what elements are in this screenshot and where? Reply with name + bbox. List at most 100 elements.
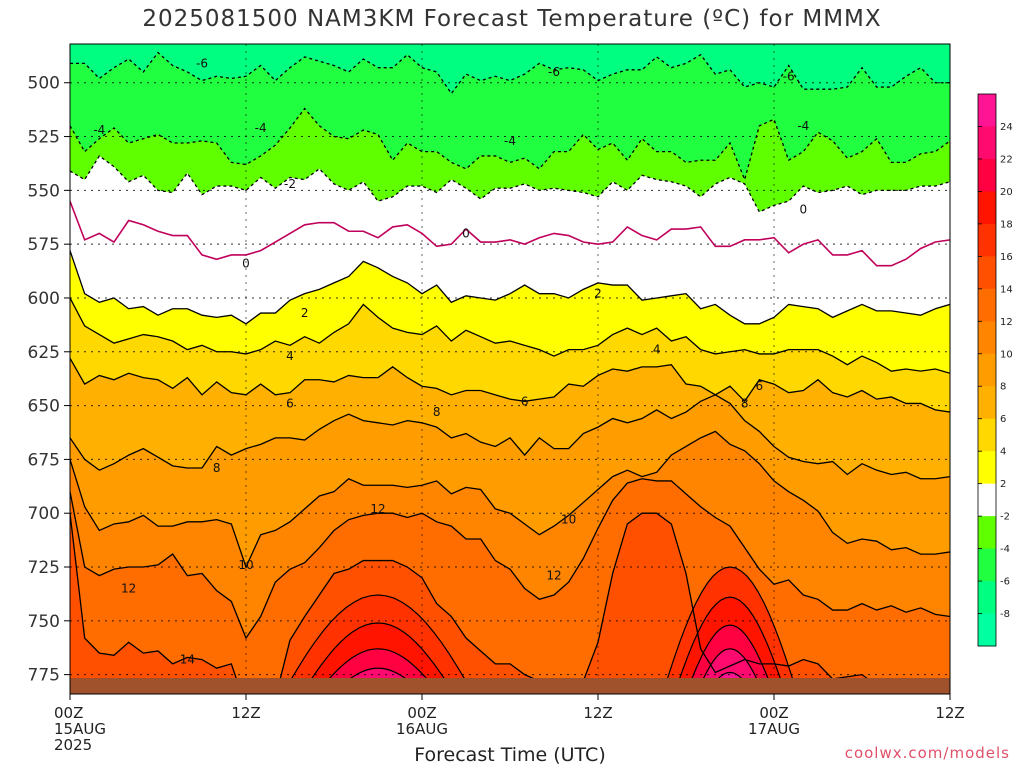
contour-label: -4 [93, 123, 105, 137]
x-tick-label: 00Z [759, 704, 788, 722]
x-tick-label: 00Z [54, 704, 83, 722]
contour-label: -2 [284, 177, 296, 191]
colorbar-tick-label: -2 [1000, 512, 1010, 523]
x-tick-label: 12Z [231, 704, 260, 722]
y-tick-label: 500 [28, 74, 60, 94]
colorbar-tick-label: 2 [1000, 479, 1006, 490]
colorbar-tick-label: 6 [1000, 414, 1006, 425]
contour-label: -4 [255, 121, 267, 135]
colorbar-swatch [978, 158, 996, 192]
isotherm-line [70, 107, 950, 182]
colorbar-tick-label: 24 [1000, 122, 1013, 133]
y-tick-label: 625 [28, 343, 60, 363]
y-tick-label: 650 [28, 397, 60, 417]
colorbar-swatch [978, 613, 996, 647]
x-tick-label: 12Z [583, 704, 612, 722]
credit-link[interactable]: coolwx.com/models [844, 744, 1010, 762]
contour-label: 4 [286, 349, 294, 363]
colorbar-swatch [978, 191, 996, 225]
colorbar-tick-label: -8 [1000, 609, 1010, 620]
colorbar-swatch [978, 321, 996, 355]
contour-label: 10 [238, 558, 253, 572]
x-tick-label: 00Z [407, 704, 436, 722]
colorbar-swatch [978, 94, 996, 127]
colorbar-swatch [978, 288, 996, 322]
contour-label: 0 [242, 257, 250, 271]
isotherm-line [673, 596, 787, 694]
colorbar-tick-label: -6 [1000, 577, 1010, 588]
colorbar-swatch [978, 126, 996, 160]
colorbar-tick-label: 16 [1000, 252, 1013, 263]
colorbar-swatch [978, 516, 996, 550]
colorbar-swatch [978, 353, 996, 387]
contour-label: 8 [213, 461, 221, 475]
x-tick-label: 15AUG [54, 720, 106, 738]
colorbar-swatch [978, 256, 996, 290]
contour-label: 0 [800, 203, 808, 217]
contour-label: -6 [548, 65, 560, 79]
isotherm-line [695, 648, 765, 694]
y-tick-label: 525 [28, 128, 60, 148]
isotherm-line [70, 394, 950, 480]
isotherm-line [661, 566, 799, 694]
plot-frame [69, 43, 951, 695]
colorbar-tick-label: 10 [1000, 349, 1013, 360]
colorbar-swatch [978, 581, 996, 615]
contour-label: -6 [196, 56, 208, 70]
warm-core-isotherms [282, 566, 799, 694]
isotherm-line [70, 154, 950, 213]
isotherm-line [282, 594, 474, 694]
contour-label: 2 [594, 287, 602, 301]
x-tick-label: 12Z [935, 704, 964, 722]
colorbar-swatch [978, 418, 996, 452]
chart-title: 2025081500 NAM3KM Forecast Temperature (… [142, 6, 882, 32]
isotherm-line [70, 357, 950, 413]
colorbar-tick-label: 8 [1000, 382, 1006, 393]
colorbar-tick-label: 12 [1000, 317, 1013, 328]
band-fill [70, 513, 950, 694]
contour-label: 12 [546, 569, 561, 583]
y-tick-label: 600 [28, 289, 60, 309]
isotherm-lines [70, 51, 950, 694]
colorbar-tick-label: 4 [1000, 447, 1006, 458]
y-tick-label: 700 [28, 504, 60, 524]
isotherm-line [315, 648, 441, 694]
surface-terrain [70, 678, 950, 694]
contour-label: 6 [521, 394, 529, 408]
colorbar-tick-label: 22 [1000, 154, 1013, 165]
isotherm-line [301, 622, 455, 694]
contour-label: 12 [121, 582, 136, 596]
colorbar: 24 22 20 18 16 14 12 10 8 6 4 2 -2 -4 -6 -8 [977, 93, 1013, 647]
colorbar-swatch [978, 223, 996, 257]
colorbar-tick-label: 20 [1000, 187, 1013, 198]
x-tick-label: 16AUG [396, 720, 448, 738]
contour-label: 8 [433, 405, 441, 419]
contour-label: -4 [797, 119, 809, 133]
isotherm-line [70, 250, 950, 325]
x-tick-label: 2025 [54, 736, 92, 754]
isotherm-line [70, 51, 950, 95]
isotherm-line [70, 430, 950, 569]
colorbar-tick-label: -4 [1000, 544, 1010, 555]
contour-label: 8 [741, 396, 749, 410]
isotherm-line [70, 512, 950, 694]
colorbar-swatch [978, 548, 996, 582]
isotherm-line [685, 624, 775, 694]
contour-label: 14 [180, 653, 195, 667]
colorbar-frame [977, 93, 997, 647]
colorbar-tick-label: 14 [1000, 284, 1013, 295]
contour-label: -4 [504, 134, 516, 148]
colorbar-tick-label: 18 [1000, 219, 1013, 230]
colorbar-swatch [978, 483, 996, 517]
contour-label: 4 [653, 343, 661, 357]
contour-label: 6 [756, 379, 764, 393]
x-axis-label: Forecast Time (UTC) [414, 744, 606, 766]
contour-label: -6 [783, 69, 795, 83]
y-axis: 500 525 550 575 600 625 650 675 700 725 750 775 [28, 74, 70, 686]
isotherm-line [70, 297, 950, 374]
y-tick-label: 575 [28, 235, 60, 255]
